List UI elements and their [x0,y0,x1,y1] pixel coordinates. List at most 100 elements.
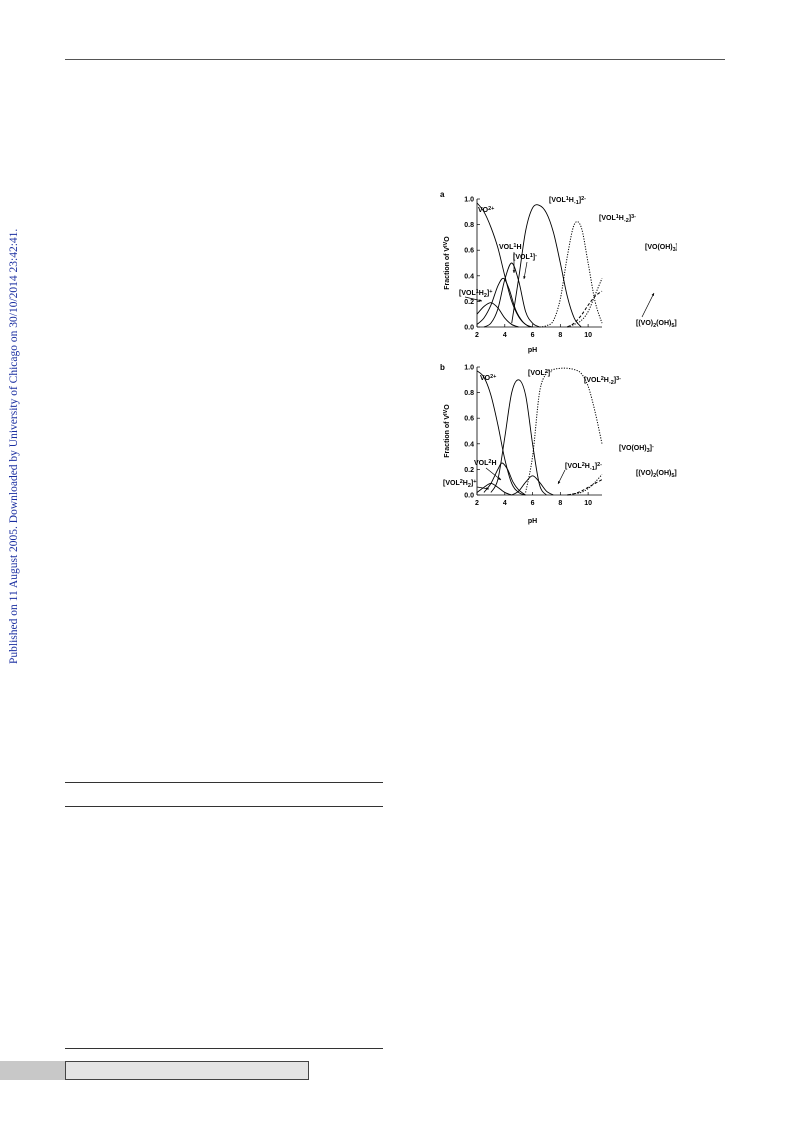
series-line [511,204,582,328]
label-part: [VOL [549,197,566,204]
label-part: VOL [474,460,489,467]
label-part: H [569,197,574,204]
x-tick-label: 2 [475,332,479,339]
species-label: [VOL1]- [513,253,537,261]
y-tick-label: 0.4 [464,441,474,448]
x-tick-label: 8 [558,332,562,339]
species-label: [(VO)2(OH)5]- [636,469,677,479]
annotation-arrowhead [479,299,482,302]
label-part: 1 [616,214,619,220]
download-watermark[interactable]: Published on 11 August 2005. Downloaded … [8,228,20,664]
label-part: (OH) [656,470,671,477]
label-part: ] [533,254,535,261]
y-tick-label: 0.2 [464,467,474,474]
label-part: H [516,244,521,251]
y-tick-label: 0.2 [464,299,474,306]
x-axis-label: pH [528,518,537,525]
label-part: - [535,253,537,259]
label-part: 2 [488,459,491,465]
label-part: [VOL [599,215,616,222]
label-part: O [444,236,451,242]
label-part: - [550,369,552,375]
speciation-figure: a 0.0 0.2 0.4 0.6 0.8 1.0 2 4 6 8 10 pH Fraction of V… [437,187,680,532]
label-part: ] [676,244,677,251]
label-part: 2+ [488,206,494,212]
y-tick-label: 1.0 [464,365,474,372]
annotation-arrowhead [498,477,501,480]
label-part: -1 [574,200,579,206]
label-part: 2 [468,483,471,489]
label-part: 2 [653,473,656,479]
series-line [476,202,533,328]
species-label: [(VO)2(OH)5]- [636,319,677,329]
species-label: VOL2H [474,459,497,467]
series-line [525,367,603,493]
label-part: Fraction of V [444,247,451,290]
series-line [476,277,531,328]
label-part: [VOL [459,290,476,297]
label-part: 2- [581,196,586,202]
annotation-arrowhead [523,276,526,279]
y-tick-label: 0.8 [464,390,474,397]
label-part: 5 [671,323,674,329]
y-axis-label: Fraction of VIVO [443,236,451,290]
series-line [567,474,603,496]
species-label: [VOL2]- [528,369,552,377]
label-part: ] [614,377,616,384]
species-label: [VOL2H-2]3- [584,376,621,386]
series-line [567,479,603,496]
annotation-arrowhead [558,481,561,484]
species-label: [VO(OH)3]- [619,444,654,454]
series-line [567,278,603,328]
species-label: [VOL1H2]+ [459,289,492,299]
page-bottom-rule [65,1048,383,1049]
y-tick-label: 0.8 [464,222,474,229]
species-label: VO2+ [480,374,496,382]
panel-letter: a [440,190,445,199]
y-tick-label: 1.0 [464,197,474,204]
label-part: ] [487,290,489,297]
label-part: 2 [653,323,656,329]
chart-panel-b: b 0.0 0.2 0.4 0.6 0.8 1.0 2 4 6 8 10 pH Fraction of V… [440,363,679,525]
label-part: H [491,460,496,467]
label-part: ] [629,215,631,222]
label-part: -2 [624,218,629,224]
label-part: 2+ [490,374,496,380]
label-part: ] [548,370,550,377]
label-part: VO [480,375,491,382]
species-label: [VOL2H2]+ [443,479,476,489]
annotation-arrow [641,292,655,318]
speciation-figure-svg: a 0.0 0.2 0.4 0.6 0.8 1.0 2 4 6 8 10 pH Fraction of V… [440,190,680,525]
label-part: H [585,463,590,470]
label-part: 2 [582,462,585,468]
label-part: 5 [671,473,674,479]
panel-letter: b [440,363,445,372]
series-line [490,379,547,496]
label-part: ] [471,480,473,487]
label-part: + [489,289,492,295]
label-part: [VO(OH) [619,445,647,452]
label-part: (OH) [656,320,671,327]
label-part: 3- [616,376,621,382]
label-part: 1 [530,253,533,259]
series-line [567,290,603,328]
x-tick-label: 4 [503,332,507,339]
series-line [511,475,554,496]
label-part: -1 [590,466,595,472]
label-part: [VOL [565,463,582,470]
annotation-arrow [485,467,502,481]
label-part: 2- [597,462,602,468]
label-part: [VO(OH) [645,244,673,251]
label-part: [VOL [443,480,460,487]
x-tick-label: 2 [475,500,479,507]
label-part: [(VO) [636,470,653,477]
label-part: H [463,480,468,487]
species-label: [VOL1H-2]3- [599,214,636,224]
species-label: VOL1H [499,243,522,251]
footer-page-block [0,1061,65,1080]
label-part: H [619,215,624,222]
label-part: [(VO) [636,320,653,327]
label-part: ] [674,470,676,477]
x-tick-label: 6 [531,332,535,339]
chart-panel-a: a 0.0 0.2 0.4 0.6 0.8 1.0 2 4 6 8 10 pH Fraction of V… [440,190,680,354]
